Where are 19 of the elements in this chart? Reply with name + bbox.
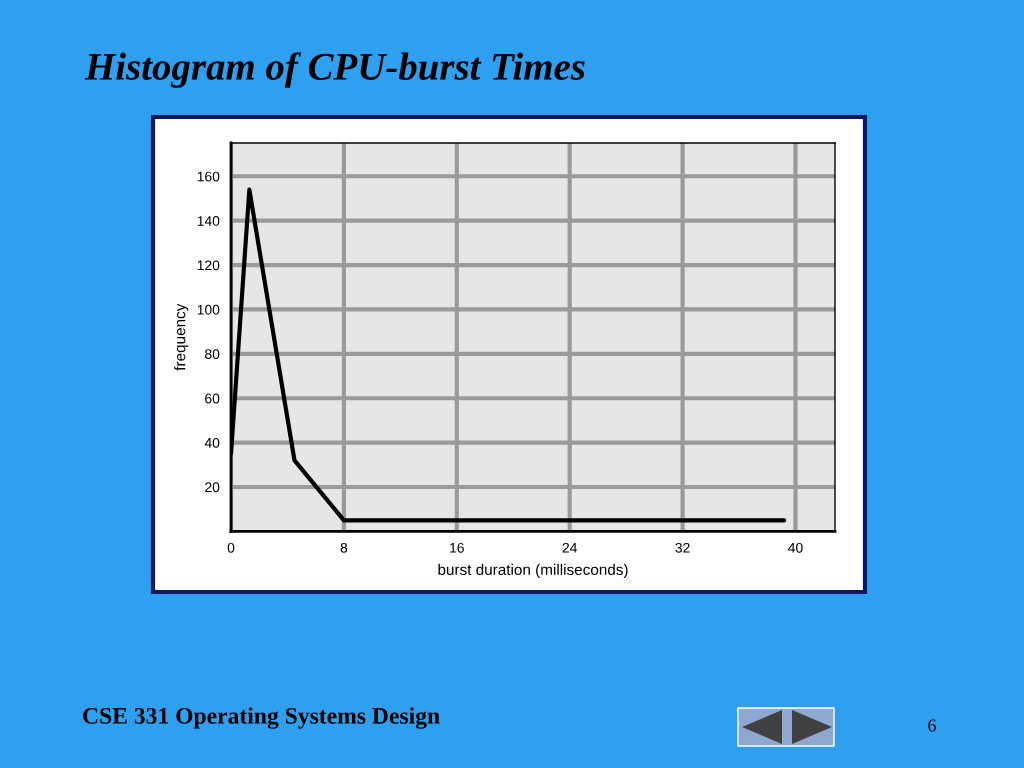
x-axis-title: burst duration (milliseconds) (438, 563, 628, 579)
x-tick-label: 0 (227, 542, 235, 553)
chart-title: Histogram of CPU-burst Times (84, 52, 585, 88)
y-tick-label: 140 (197, 216, 220, 226)
x-tick-label: 24 (562, 542, 578, 553)
y-tick-label: 160 (197, 171, 220, 182)
y-tick-label: 80 (205, 349, 220, 360)
x-tick-label: 8 (340, 542, 348, 553)
x-tick-label: 32 (675, 542, 690, 553)
y-tick-label: 120 (197, 260, 220, 271)
y-tick-label: 40 (204, 437, 220, 448)
x-tick-label: 16 (450, 542, 464, 553)
y-tick-label: 100 (197, 304, 220, 315)
y-axis-title: frequency (174, 303, 189, 371)
y-tick-label: 60 (205, 393, 220, 404)
text: CSE 331 Operating Systems Design (83, 707, 440, 729)
y-tick-label: 20 (205, 482, 220, 493)
x-tick-label: 40 (788, 542, 803, 553)
text: 6 (928, 719, 936, 732)
